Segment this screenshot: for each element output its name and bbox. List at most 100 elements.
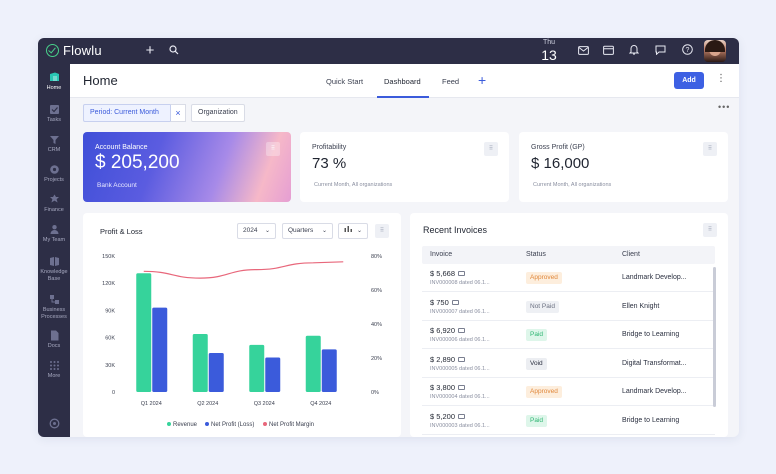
kpi-value: 73 % xyxy=(312,155,347,172)
day-number: 13 xyxy=(541,47,557,63)
column-header-client[interactable]: Client xyxy=(622,251,640,258)
tasks-icon xyxy=(49,105,59,114)
net-profit-bar xyxy=(321,349,337,392)
kpi-label: Gross Profit (GP) xyxy=(531,144,585,151)
invoice-number: INV000003 dated 06.1... xyxy=(430,422,490,429)
year-select[interactable]: 2024 ⌄ xyxy=(237,223,276,239)
invoice-amount[interactable]: $ 750 xyxy=(430,298,459,307)
sidebar-item-home[interactable]: Home xyxy=(38,72,70,92)
add-button[interactable]: Add xyxy=(674,72,704,89)
tab-dashboard[interactable]: Dashboard xyxy=(384,77,421,86)
net-profit-margin-line xyxy=(143,261,344,279)
drag-handle-icon[interactable]: ⠿ xyxy=(703,223,717,237)
table-row[interactable]: $ 2,890 INV000005 dated 06.1... Void Digita… xyxy=(422,350,715,378)
logo[interactable]: Flowlu xyxy=(46,43,102,58)
grouping-select-value: Quarters xyxy=(288,227,314,234)
add-tab-icon[interactable]: + xyxy=(478,72,487,88)
organization-filter[interactable]: Organization xyxy=(191,104,245,122)
sidebar-item-my-team[interactable]: My Team xyxy=(38,224,70,244)
more-options-icon[interactable]: ⋮ xyxy=(716,73,726,84)
legend-label: Net Profit Margin xyxy=(269,422,314,428)
sidebar-item-docs[interactable]: Docs xyxy=(38,330,70,350)
chat-icon[interactable] xyxy=(652,43,668,59)
sidebar-settings[interactable] xyxy=(38,418,70,431)
table-row[interactable]: $ 6,920 INV000006 dated 06.1... Paid Bridge… xyxy=(422,321,715,349)
dashboard-options-icon[interactable]: ••• xyxy=(718,102,731,112)
net-profit-bar xyxy=(265,357,281,392)
table-row[interactable]: $ 5,668 INV000008 dated 06.1... Approved La… xyxy=(422,264,715,292)
drag-handle-icon[interactable]: ⠿ xyxy=(375,224,389,238)
invoice-amount[interactable]: $ 5,200 xyxy=(430,412,466,421)
invoice-doc-icon xyxy=(458,413,466,419)
invoice-amount[interactable]: $ 3,800 xyxy=(430,383,466,392)
column-header-invoice[interactable]: Invoice xyxy=(430,251,453,258)
bar-chart-icon xyxy=(344,226,352,232)
search-icon[interactable] xyxy=(166,43,182,59)
tab-quick-start[interactable]: Quick Start xyxy=(326,77,364,86)
client-name[interactable]: Digital Transformat... xyxy=(622,359,687,367)
table-row[interactable]: $ 750 INV000007 dated 06.1... Not Paid Elle… xyxy=(422,293,715,321)
plus-icon[interactable]: + xyxy=(145,42,155,59)
x-tick-label: Q2 2024 xyxy=(197,401,218,407)
drag-handle-icon[interactable]: ⠿ xyxy=(266,142,280,156)
status-badge: Paid xyxy=(526,414,548,427)
y2-tick-label: 80% xyxy=(371,254,382,260)
processes-icon xyxy=(49,295,59,304)
mail-icon[interactable] xyxy=(575,43,591,59)
grouping-select[interactable]: Quarters ⌄ xyxy=(282,223,333,239)
profit-loss-card: Profit & Loss 2024 ⌄ Quarters ⌄ ⌄ ⠿ 150K… xyxy=(83,213,401,437)
sidebar-item-crm[interactable]: CRM xyxy=(38,134,70,154)
table-row[interactable]: $ 3,800 INV000004 dated 06.1... Approved La… xyxy=(422,378,715,406)
sidebar-item-finance[interactable]: Finance xyxy=(38,194,70,214)
invoice-amount[interactable]: $ 6,920 xyxy=(430,326,466,335)
sidebar-item-label: Tasks xyxy=(46,117,62,123)
top-bar: Flowlu + Thu 13 ? xyxy=(38,38,739,64)
client-name[interactable]: Landmark Develop... xyxy=(622,274,687,281)
app-window: Flowlu + Thu 13 ? Home xyxy=(38,38,739,437)
y-tick-label: 120K xyxy=(102,281,115,287)
sidebar-item-knowledge-base[interactable]: Knowledge Base xyxy=(38,256,70,282)
flowlu-logo-icon xyxy=(46,44,59,57)
y-tick-label: 90K xyxy=(105,308,115,314)
legend-marker xyxy=(263,422,267,426)
client-name[interactable]: Bridge to Learning xyxy=(622,331,680,338)
legend-marker xyxy=(205,422,209,426)
status-badge: Paid xyxy=(526,329,548,341)
chevron-down-icon: ⌄ xyxy=(321,228,327,234)
invoice-amount[interactable]: $ 5,668 xyxy=(430,269,466,278)
help-icon[interactable]: ? xyxy=(679,43,695,59)
drag-handle-icon[interactable]: ⠿ xyxy=(484,142,498,156)
sidebar-item-business-processes[interactable]: Business Processes xyxy=(38,294,70,320)
drag-handle-icon[interactable]: ⠿ xyxy=(703,142,717,156)
sidebar-item-tasks[interactable]: Tasks xyxy=(38,104,70,124)
column-header-status[interactable]: Status xyxy=(526,251,546,258)
user-avatar[interactable] xyxy=(704,40,726,62)
revenue-bar xyxy=(136,273,152,392)
kpi-value: $ 205,200 xyxy=(95,152,180,173)
status-badge: Approved xyxy=(526,386,562,398)
kpi-sub: Current Month, All organizations xyxy=(314,182,393,188)
calendar-icon[interactable] xyxy=(600,43,616,59)
date-widget[interactable]: Thu 13 xyxy=(538,39,560,63)
invoice-number: INV000006 dated 06.1... xyxy=(430,337,490,343)
docs-icon xyxy=(50,330,58,341)
clear-period-icon[interactable]: × xyxy=(170,104,186,122)
table-row[interactable]: $ 5,200 INV000003 dated 06.1... Paid Bridge… xyxy=(422,407,715,435)
revenue-bar xyxy=(305,335,321,392)
sidebar-item-projects[interactable]: Projects xyxy=(38,164,70,184)
chart-type-select[interactable]: ⌄ xyxy=(338,223,368,239)
client-name[interactable]: Bridge to Learning xyxy=(622,416,680,424)
kpi-sub: Current Month, All organizations xyxy=(533,182,612,188)
period-filter-prefix: Period: xyxy=(90,109,115,116)
tab-feed[interactable]: Feed xyxy=(442,77,460,86)
period-filter[interactable]: Period: Current Month xyxy=(83,104,186,122)
client-name[interactable]: Landmark Develop... xyxy=(622,388,687,395)
sidebar-item-more[interactable]: More xyxy=(38,360,70,380)
client-name[interactable]: Ellen Knight xyxy=(622,302,660,310)
bell-icon[interactable] xyxy=(626,43,642,59)
sidebar-item-label: Finance xyxy=(44,207,64,213)
invoice-amount[interactable]: $ 2,890 xyxy=(430,355,466,364)
scrollbar[interactable] xyxy=(713,267,716,407)
recent-invoices-card: Recent Invoices ⠿ Invoice Status Client … xyxy=(410,213,728,437)
sidebar-item-label: Home xyxy=(46,85,62,91)
